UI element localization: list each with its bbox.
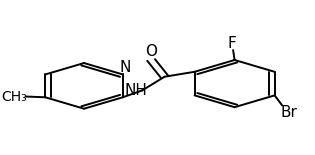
Text: CH₃: CH₃ — [1, 90, 27, 104]
Text: F: F — [228, 36, 237, 51]
Text: N: N — [119, 60, 131, 75]
Text: Br: Br — [280, 105, 297, 120]
Text: NH: NH — [124, 83, 147, 98]
Text: O: O — [145, 44, 157, 59]
